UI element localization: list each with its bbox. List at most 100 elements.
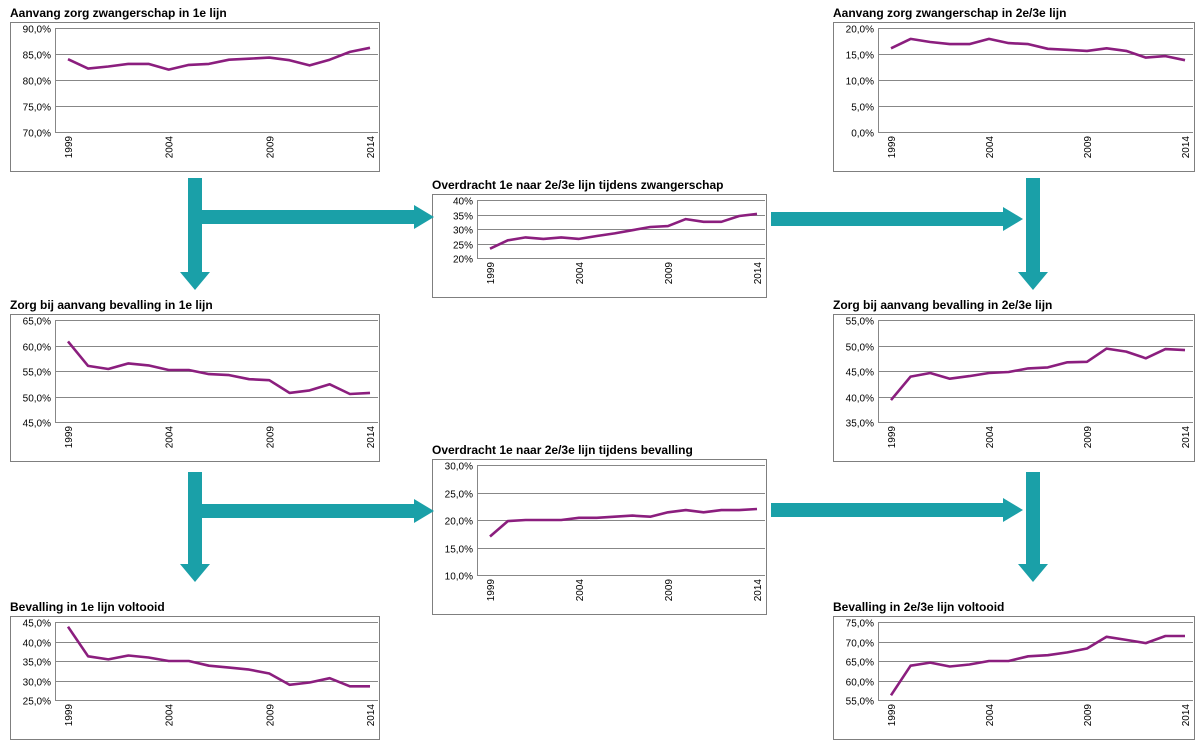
- arrow-down-right-top: [1018, 178, 1048, 290]
- y-tick-label: 55,0%: [23, 368, 51, 379]
- y-tick-label: 65,0%: [23, 317, 51, 328]
- arrow-right-top-left: [200, 205, 434, 229]
- x-tick-label: 2004: [985, 426, 996, 449]
- y-tick-label: 75,0%: [23, 103, 51, 114]
- y-tick-label: 30,0%: [445, 462, 473, 473]
- x-tick-label: 2004: [985, 136, 996, 159]
- y-tick-label: 80,0%: [23, 77, 51, 88]
- x-tick-label: 2009: [265, 136, 276, 159]
- series-line: [67, 46, 371, 71]
- x-tick-label: 1999: [64, 136, 75, 159]
- chart-title: Zorg bij aanvang bevalling in 2e/3e lijn: [833, 298, 1053, 312]
- x-tick-label: 2014: [366, 426, 377, 449]
- y-tick-label: 60,0%: [23, 343, 51, 354]
- x-tick-label: 1999: [486, 262, 497, 285]
- y-tick-label: 45,0%: [23, 619, 51, 630]
- x-tick-label: 1999: [486, 579, 497, 602]
- x-tick-label: 2009: [265, 426, 276, 449]
- x-tick-label: 2014: [366, 136, 377, 159]
- line-chart-aanvang-1e: 70,0% 75,0% 80,0% 85,0% 90,0% 1999 2004 2009 201…: [10, 22, 380, 172]
- x-tick-label: 2009: [664, 579, 675, 602]
- series-line: [66, 340, 371, 396]
- y-tick-label: 35,0%: [23, 658, 51, 669]
- y-tick-label: 25,0%: [23, 697, 51, 708]
- series-line: [489, 507, 758, 538]
- y-tick-label: 60,0%: [846, 678, 874, 689]
- chart-panel-overdracht-zwangerschap: Overdracht 1e naar 2e/3e lijn tijdens zw…: [432, 178, 768, 298]
- chart-title: Bevalling in 1e lijn voltooid: [10, 600, 165, 614]
- x-tick-label: 2004: [985, 704, 996, 727]
- y-tick-label: 20,0%: [846, 25, 874, 36]
- series-line: [489, 212, 758, 250]
- y-tick-label: 40,0%: [23, 639, 51, 650]
- x-tick-label: 2004: [165, 704, 176, 727]
- y-tick-label: 50,0%: [23, 394, 51, 405]
- y-tick-label: 40,0%: [846, 394, 874, 405]
- chart-panel-voltooid-1e: Bevalling in 1e lijn voltooid 25,0% 30,0%…: [10, 600, 380, 740]
- x-tick-label: 2009: [1083, 426, 1094, 449]
- chart-title: Overdracht 1e naar 2e/3e lijn tijdens be…: [432, 443, 693, 457]
- chart-title: Zorg bij aanvang bevalling in 1e lijn: [10, 298, 213, 312]
- y-tick-label: 25%: [453, 241, 473, 252]
- chart-title: Aanvang zorg zwangerschap in 1e lijn: [10, 6, 227, 20]
- x-tick-label: 2009: [1083, 136, 1094, 159]
- chart-frame: [432, 459, 767, 615]
- x-tick-label: 2014: [366, 704, 377, 727]
- y-tick-label: 75,0%: [846, 619, 874, 630]
- chart-panel-aanvang-2e3e: Aanvang zorg zwangerschap in 2e/3e lijn …: [833, 6, 1198, 172]
- chart-frame: [432, 194, 767, 298]
- y-tick-label: 15,0%: [445, 545, 473, 556]
- line-chart-bevalling-aanvang-1e: 45,0% 50,0% 55,0% 60,0% 65,0% 1999 2004 2009 201…: [10, 314, 380, 462]
- y-tick-label: 5,0%: [851, 103, 874, 114]
- y-tick-label: 65,0%: [846, 658, 874, 669]
- x-tick-label: 2014: [1181, 426, 1192, 449]
- series-line: [889, 634, 1185, 697]
- arrow-right-top-right: [771, 207, 1023, 231]
- y-tick-label: 55,0%: [846, 317, 874, 328]
- arrow-right-bottom-left: [200, 499, 434, 523]
- series-line: [66, 625, 370, 688]
- x-tick-label: 1999: [64, 426, 75, 449]
- x-tick-label: 2014: [753, 579, 764, 602]
- y-tick-label: 50,0%: [846, 343, 874, 354]
- y-tick-label: 0,0%: [851, 129, 874, 140]
- x-tick-label: 2014: [1181, 704, 1192, 727]
- arrow-right-bottom-right: [771, 498, 1023, 522]
- x-tick-label: 2014: [753, 262, 764, 285]
- chart-panel-overdracht-bevalling: Overdracht 1e naar 2e/3e lijn tijdens be…: [432, 443, 768, 615]
- y-tick-label: 70,0%: [846, 639, 874, 650]
- y-tick-label: 20%: [453, 255, 473, 266]
- y-tick-label: 30%: [453, 226, 473, 237]
- y-tick-label: 90,0%: [23, 25, 51, 36]
- arrow-down-right-bottom: [1018, 472, 1048, 582]
- y-tick-label: 20,0%: [445, 517, 473, 528]
- y-tick-label: 70,0%: [23, 129, 51, 140]
- x-tick-label: 1999: [887, 426, 898, 449]
- chart-title: Bevalling in 2e/3e lijn voltooid: [833, 600, 1005, 614]
- chart-panel-bevalling-aanvang-1e: Zorg bij aanvang bevalling in 1e lijn 45…: [10, 298, 380, 463]
- x-tick-label: 2004: [575, 579, 586, 602]
- x-tick-label: 1999: [64, 704, 75, 727]
- chart-panel-voltooid-2e3e: Bevalling in 2e/3e lijn voltooid 55,0% 60…: [833, 600, 1198, 740]
- x-tick-label: 2004: [575, 262, 586, 285]
- y-tick-label: 10,0%: [846, 77, 874, 88]
- x-tick-label: 1999: [887, 136, 898, 159]
- y-tick-label: 55,0%: [846, 697, 874, 708]
- chart-frame: [10, 22, 380, 172]
- chart-frame: [10, 616, 380, 740]
- x-tick-label: 2009: [265, 704, 276, 727]
- x-tick-label: 2009: [1083, 704, 1094, 727]
- chart-title: Aanvang zorg zwangerschap in 2e/3e lijn: [833, 6, 1067, 20]
- y-tick-label: 45,0%: [23, 419, 51, 430]
- x-tick-label: 2004: [165, 426, 176, 449]
- y-tick-label: 45,0%: [846, 368, 874, 379]
- y-tick-label: 15,0%: [846, 51, 874, 62]
- series-line: [890, 37, 1186, 62]
- y-tick-label: 40%: [453, 197, 473, 208]
- line-chart-bevalling-aanvang-2e3e: 35,0% 40,0% 45,0% 50,0% 55,0% 1999 2004 2009 201…: [833, 314, 1195, 462]
- chart-panel-bevalling-aanvang-2e3e: Zorg bij aanvang bevalling in 2e/3e lijn…: [833, 298, 1198, 463]
- line-chart-aanvang-2e3e: 0,0% 5,0% 10,0% 15,0% 20,0% 1999 2004 2009 2014: [833, 22, 1195, 172]
- line-chart-overdracht-bevalling: 10,0% 15,0% 20,0% 25,0% 30,0% 1999 2004 2009 201…: [432, 459, 767, 615]
- y-tick-label: 10,0%: [445, 572, 473, 583]
- x-tick-label: 1999: [887, 704, 898, 727]
